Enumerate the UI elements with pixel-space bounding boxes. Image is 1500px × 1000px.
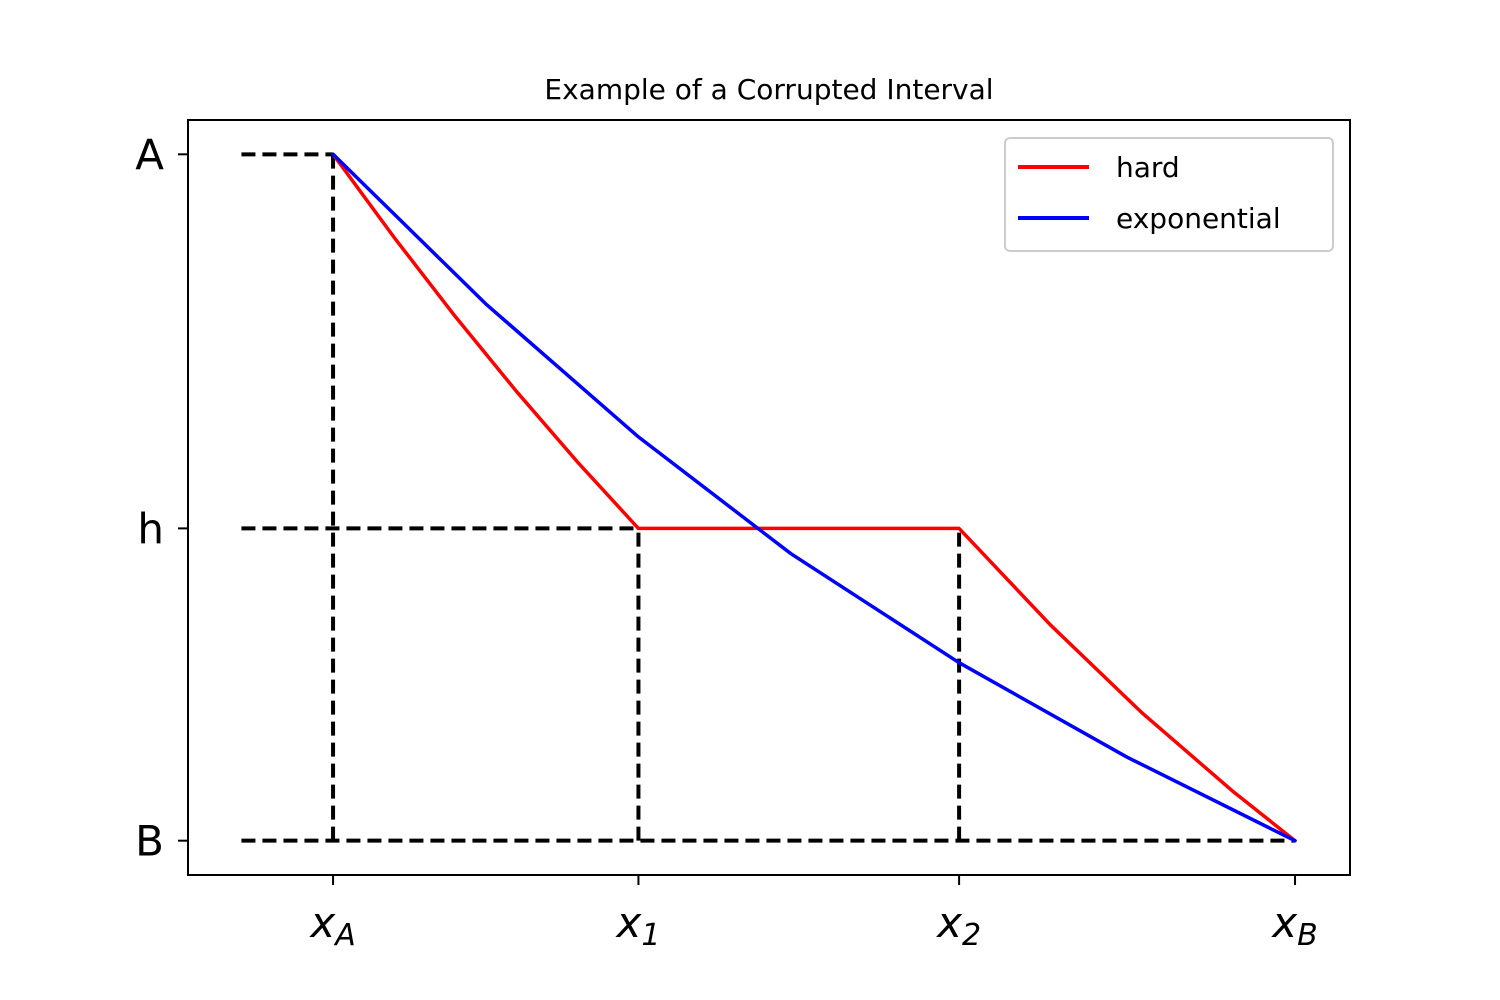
x-tick-label: xB [1270,898,1317,953]
x-tick-label-base: x [1270,898,1298,947]
x-tick-label: xA [308,898,355,953]
legend-label: hard [1116,151,1180,184]
series-layer [331,152,1297,843]
legend-label: exponential [1116,202,1281,235]
x-axis: xA x1 x2 xB [308,875,1318,953]
y-tick-label: A [135,130,164,179]
x-tick-label-subscript: A [333,918,356,953]
x-tick-label-base: x [308,898,336,947]
x-tick-label-base: x [614,898,642,947]
x-tick-label-subscript: 2 [962,918,981,953]
plot-frame [187,119,1351,876]
x-tick-label: x1 [614,898,660,953]
x-tick-label: x2 [935,898,981,953]
y-tick-label: h [137,504,164,553]
guide-lines [241,152,1296,843]
chart-title: Example of a Corrupted Interval [544,73,993,106]
y-axis: Ah B [135,130,188,866]
x-tick-label-subscript: 1 [641,918,660,953]
series-line-hard [331,152,1297,843]
x-tick-label-subscript: B [1297,918,1318,953]
series-line-exponential [331,152,1297,843]
y-tick-label: B [135,817,164,866]
legend: hard exponential [1004,137,1334,252]
x-tick-label-base: x [935,898,963,947]
